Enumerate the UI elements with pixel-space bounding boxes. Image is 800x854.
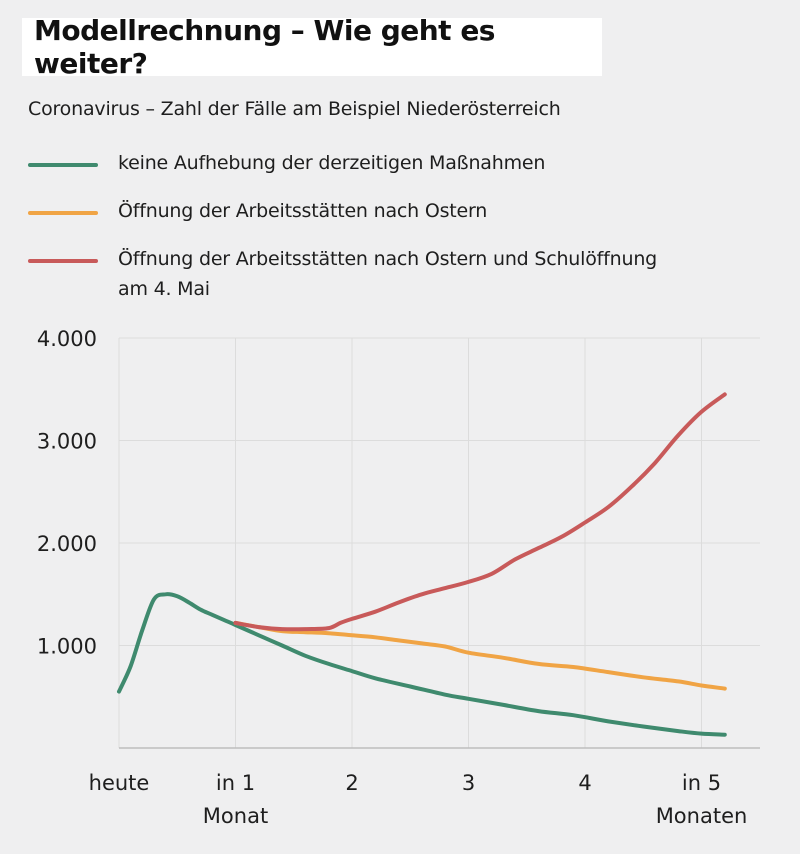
chart-title: Modellrechnung – Wie geht es weiter?: [34, 14, 495, 80]
series-line-arbeitsstaetten: [233, 620, 727, 691]
legend-label-orange: Öffnung der Arbeitsstätten nach Ostern: [118, 200, 488, 222]
line-chart: 1.000 2.000 3.000 4.000 heute in 1 Monat 2 3 4 in …: [37, 327, 760, 828]
y-tick-label-0: 1.000: [37, 635, 97, 659]
x-tick-label-4: 4: [578, 771, 591, 795]
title-box: Modellrechnung – Wie geht es weiter?: [22, 14, 602, 80]
x-tick-sublabel-1: Monat: [203, 804, 268, 828]
x-tick-label-3: 3: [462, 771, 475, 795]
legend-label-green: keine Aufhebung der derzeitigen Maßnahme…: [118, 152, 546, 174]
x-tick-sublabel-5: Monaten: [656, 804, 748, 828]
y-tick-label-1: 2.000: [37, 532, 97, 556]
legend-label-red: Öffnung der Arbeitsstätten nach Ostern u…: [118, 248, 658, 300]
series-line-schuloeffnung: [233, 392, 727, 632]
series-line-keine-aufhebung: [117, 592, 727, 737]
legend-swatch-orange: [28, 211, 98, 215]
x-tick-label-5: in 5: [682, 771, 721, 795]
chart-subtitle: Coronavirus – Zahl der Fälle am Beispiel…: [28, 98, 561, 120]
y-tick-label-3: 4.000: [37, 327, 97, 351]
x-tick-label-2: 2: [345, 771, 358, 795]
legend-swatch-red: [28, 259, 98, 263]
legend-swatch-green: [28, 163, 98, 167]
y-tick-label-2: 3.000: [37, 430, 97, 454]
x-tick-label-0: heute: [89, 771, 150, 795]
x-tick-label-1: in 1: [216, 771, 255, 795]
